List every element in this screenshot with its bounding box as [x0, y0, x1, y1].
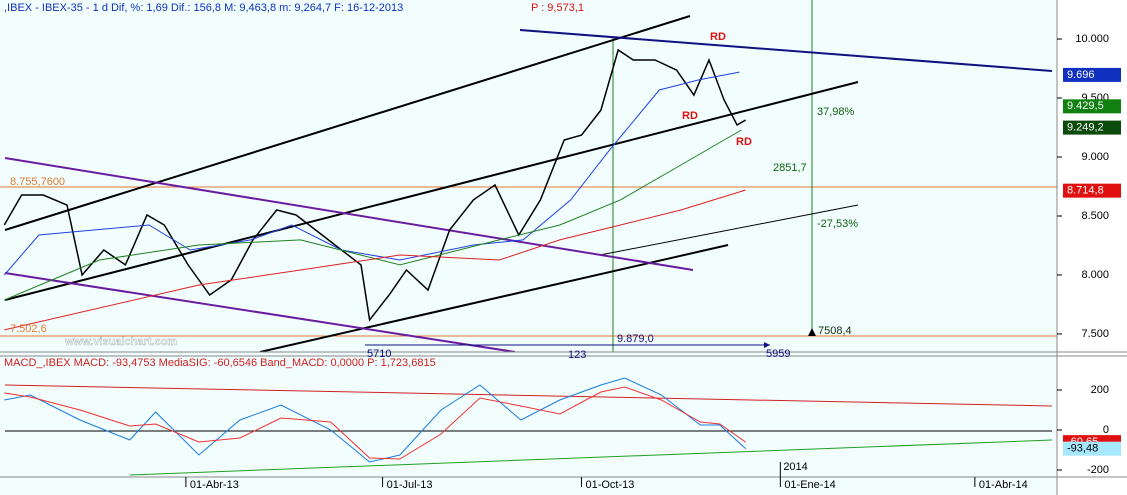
annotation: www.visualchart.com: [64, 336, 177, 348]
annotation: RD: [736, 136, 752, 148]
y-tick-label: 9.000: [1081, 151, 1109, 163]
arrow-head: [808, 328, 816, 336]
axis-background: [1057, 0, 1127, 495]
price-marker: [1063, 183, 1121, 198]
price-marker-label: 8.714,8: [1067, 185, 1104, 197]
series-line: [3, 48, 747, 322]
annotation: 123: [568, 349, 586, 361]
channel-line: [4, 157, 694, 271]
series-line: [4, 189, 746, 331]
price-marker: [1063, 99, 1121, 114]
macd-lines: [4, 384, 1053, 476]
x-tick-label: 01-Ene-14: [784, 479, 835, 491]
channel-line: [4, 272, 516, 352]
y-tick-label: 200: [1091, 384, 1109, 396]
annotation: 37,98%: [817, 106, 855, 118]
price-marker-label: 9.696: [1067, 69, 1095, 81]
x-tick-label: 01-Oct-13: [585, 479, 634, 491]
trend-line: [129, 439, 1053, 476]
resistance-line: [519, 29, 1053, 72]
series-line: [4, 129, 742, 301]
annotation: 2851,7: [773, 162, 807, 174]
price-marker-label: 9.249,2: [1067, 122, 1104, 134]
annotation: -27,53%: [817, 218, 858, 230]
annotation: 9.879,0: [617, 333, 654, 345]
y-tick-label: 7.500: [1081, 328, 1109, 340]
annotation: 8.755,7600: [10, 176, 65, 188]
annotation: 5959: [766, 348, 790, 360]
annotation: RD: [710, 31, 726, 43]
y-tick-label: 8.000: [1081, 269, 1109, 281]
x-tick-label: 01-Abr-13: [190, 479, 239, 491]
channel-line: [599, 204, 859, 256]
channel-line: [4, 81, 859, 301]
y-tick-label: 0: [1103, 424, 1109, 436]
annotation: 7.502,6: [10, 323, 47, 335]
trend-line: [4, 384, 1053, 407]
trend-lines: [0, 0, 1057, 352]
y-tick-label: -200: [1087, 464, 1109, 476]
chart-title: ,IBEX - IBEX-35 - 1 d Dif, %: 1,69 Dif.:…: [4, 2, 403, 14]
series-line: [3, 71, 740, 276]
price-marker-label: -93,48: [1067, 443, 1098, 455]
channel-line: [4, 15, 691, 231]
y-tick-label: 8.500: [1081, 210, 1109, 222]
x-tick-label: 01-Abr-14: [979, 479, 1028, 491]
plot: [3, 48, 747, 331]
macd-title: MACD_,IBEX MACD: -93,4753 MediaSIG: -60,…: [4, 357, 436, 369]
series-line: [4, 377, 747, 463]
price-marker: [1063, 441, 1121, 456]
price-marker: [1063, 67, 1121, 82]
annotation: 5710: [367, 348, 391, 360]
series-line: [4, 386, 746, 460]
price-marker-label: 9.429,5: [1067, 100, 1104, 112]
y-tick-label: 10.000: [1075, 33, 1109, 45]
year-label: 2014: [783, 461, 807, 473]
arrow-head: [764, 342, 770, 348]
plot: [4, 377, 747, 463]
x-tick-label: 01-Jul-13: [387, 479, 433, 491]
price-marker: [1063, 120, 1121, 135]
chart-subtitle: P : 9,573,1: [531, 2, 584, 14]
annotation: RD: [682, 110, 698, 122]
annotation: 7508,4: [818, 325, 852, 337]
